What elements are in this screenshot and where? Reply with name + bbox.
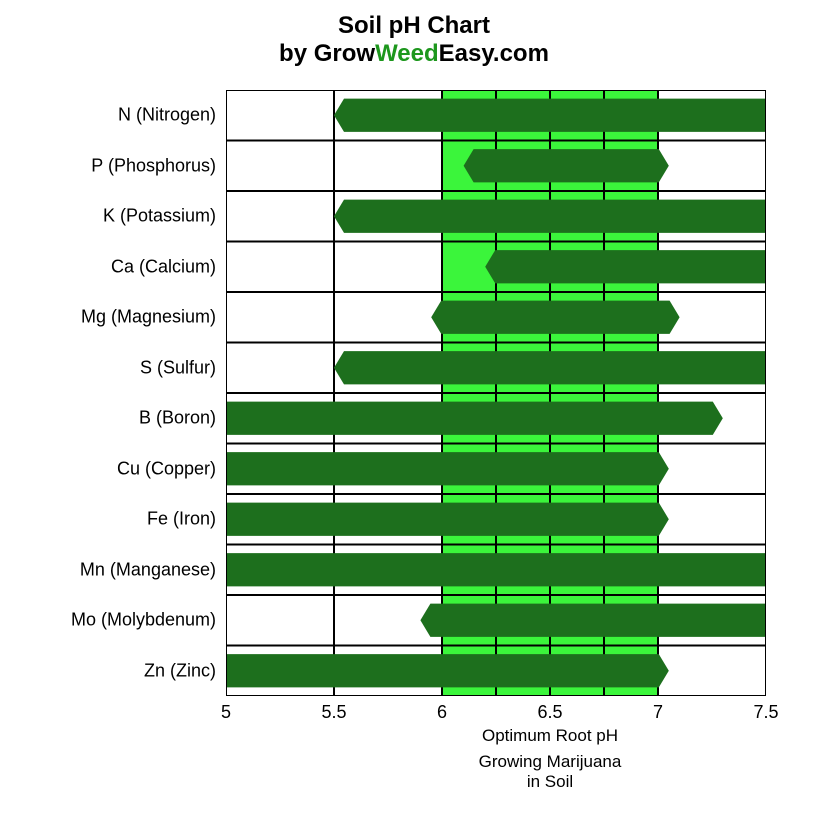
nutrient-label: B (Boron)	[139, 408, 216, 429]
chart-title: Soil pH Chart by GrowWeedEasy.com	[0, 12, 828, 67]
x-tick-label: 7	[653, 702, 663, 723]
optimum-label: Optimum Root pH	[482, 726, 618, 746]
nutrient-bar	[464, 149, 669, 182]
nutrient-label: Fe (Iron)	[147, 509, 216, 530]
nutrient-label: Mg (Magnesium)	[81, 307, 216, 328]
nutrient-bar	[226, 402, 723, 435]
nutrient-label: Mn (Manganese)	[80, 559, 216, 580]
growing-label: Growing Marijuanain Soil	[479, 752, 622, 791]
nutrient-label: P (Phosphorus)	[91, 155, 216, 176]
plot-svg	[226, 90, 766, 696]
nutrient-bar	[334, 351, 766, 384]
nutrient-label: Cu (Copper)	[117, 458, 216, 479]
nutrient-label: N (Nitrogen)	[118, 105, 216, 126]
x-tick-label: 7.5	[753, 702, 778, 723]
title-line1: Soil pH Chart	[0, 12, 828, 40]
nutrient-label: Ca (Calcium)	[111, 256, 216, 277]
x-tick-label: 6.5	[537, 702, 562, 723]
nutrient-label: Mo (Molybdenum)	[71, 610, 216, 631]
nutrient-bar	[485, 250, 766, 283]
nutrient-label: S (Sulfur)	[140, 357, 216, 378]
nutrient-bar	[334, 99, 766, 132]
nutrient-bar	[226, 654, 669, 687]
x-tick-label: 5	[221, 702, 231, 723]
nutrient-bar	[226, 452, 669, 485]
chart-container: Soil pH Chart by GrowWeedEasy.com N (Nit…	[0, 0, 828, 828]
x-tick-label: 5.5	[321, 702, 346, 723]
nutrient-bar	[420, 604, 766, 637]
nutrient-bar	[226, 503, 669, 536]
nutrient-label: K (Potassium)	[103, 206, 216, 227]
nutrient-bar	[226, 553, 766, 586]
title-line2: by GrowWeedEasy.com	[0, 40, 828, 68]
nutrient-bar	[334, 200, 766, 233]
x-tick-label: 6	[437, 702, 447, 723]
nutrient-bar	[431, 301, 679, 334]
plot-area	[226, 90, 766, 696]
nutrient-label: Zn (Zinc)	[144, 660, 216, 681]
